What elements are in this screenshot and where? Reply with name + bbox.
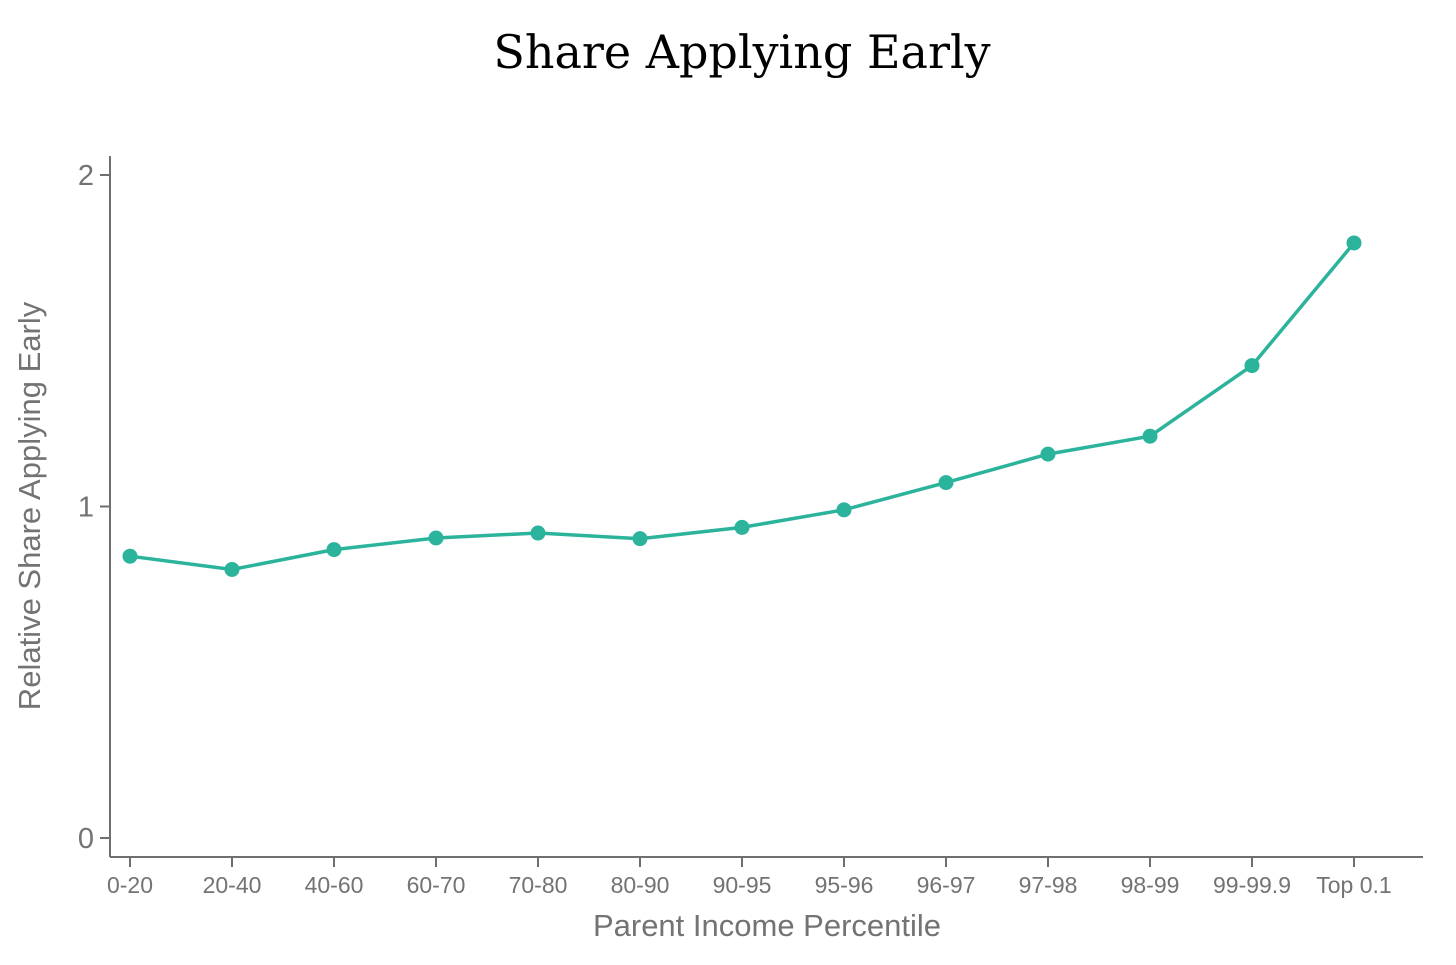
data-point-80-90 <box>632 531 648 547</box>
data-point-99-99-9 <box>1244 358 1260 374</box>
x-axis-label: Parent Income Percentile <box>593 908 941 943</box>
data-point-90-95 <box>734 519 750 535</box>
data-point-98-99 <box>1142 428 1158 444</box>
y-tick-label: 1 <box>78 492 94 524</box>
series-layer <box>122 235 1362 577</box>
y-tick-label: 2 <box>78 160 94 192</box>
data-point-70-80 <box>530 525 546 541</box>
chart-title: Share Applying Early <box>493 25 990 79</box>
x-tick-label: 97-98 <box>1019 872 1078 898</box>
x-tick-label: Top 0.1 <box>1316 872 1391 898</box>
data-point-60-70 <box>428 530 444 546</box>
x-tick-label: 20-40 <box>203 872 262 898</box>
x-tick-label: 90-95 <box>713 872 772 898</box>
x-tick-label: 40-60 <box>305 872 364 898</box>
data-point-20-40 <box>224 561 240 577</box>
data-point-40-60 <box>326 542 342 558</box>
x-ticks: 0-20 20-40 40-60 60-70 70-80 80-90 90-95 95-96 9… <box>107 857 1392 898</box>
y-ticks: 0 1 2 <box>78 160 110 855</box>
x-tick-label: 60-70 <box>407 872 466 898</box>
data-point-0-20 <box>122 548 138 564</box>
x-tick-label: 0-20 <box>107 872 153 898</box>
x-tick-label: 99-99.9 <box>1213 872 1291 898</box>
x-tick-label: 96-97 <box>917 872 976 898</box>
data-point-95-96 <box>836 502 852 518</box>
y-tick-label: 0 <box>78 823 94 855</box>
y-axis-label: Relative Share Applying Early <box>12 301 47 710</box>
x-tick-label: 80-90 <box>611 872 670 898</box>
x-tick-label: 98-99 <box>1121 872 1180 898</box>
data-point-97-98 <box>1040 446 1056 462</box>
data-point-96-97 <box>938 475 954 491</box>
x-tick-label: 70-80 <box>509 872 568 898</box>
data-point-top-0-1 <box>1346 235 1362 251</box>
x-tick-label: 95-96 <box>815 872 874 898</box>
